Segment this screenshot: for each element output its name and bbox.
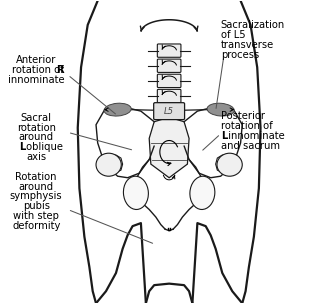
Text: rotation of: rotation of: [12, 65, 67, 75]
Text: R: R: [56, 65, 64, 75]
Text: L: L: [221, 131, 227, 141]
Text: with step: with step: [13, 211, 59, 221]
Text: Posterior: Posterior: [221, 111, 265, 121]
FancyBboxPatch shape: [157, 89, 181, 103]
Text: axis: axis: [26, 152, 46, 162]
FancyBboxPatch shape: [157, 59, 181, 72]
Polygon shape: [149, 117, 189, 178]
Text: L5: L5: [164, 107, 174, 116]
Text: process: process: [221, 50, 259, 60]
Text: deformity: deformity: [12, 221, 60, 231]
Text: symphysis: symphysis: [10, 192, 62, 202]
Text: pubis: pubis: [23, 201, 50, 211]
Ellipse shape: [104, 103, 131, 116]
FancyBboxPatch shape: [157, 44, 181, 57]
Ellipse shape: [190, 176, 215, 209]
Text: oblique: oblique: [23, 142, 63, 152]
Circle shape: [217, 153, 242, 176]
Text: rotation: rotation: [17, 123, 56, 133]
Ellipse shape: [123, 176, 149, 209]
Text: of L5: of L5: [221, 30, 245, 40]
Text: rotation of: rotation of: [221, 121, 272, 131]
Text: innominate: innominate: [8, 75, 65, 85]
Text: and sacrum: and sacrum: [221, 141, 280, 151]
Text: Sacralization: Sacralization: [221, 20, 285, 30]
Circle shape: [96, 153, 121, 176]
Ellipse shape: [207, 103, 234, 116]
Text: L: L: [19, 142, 26, 152]
FancyBboxPatch shape: [154, 103, 184, 119]
Text: around: around: [18, 133, 54, 143]
Text: Rotation: Rotation: [15, 172, 57, 182]
Text: innominate: innominate: [225, 131, 284, 141]
Text: transverse: transverse: [221, 40, 274, 50]
Text: Sacral: Sacral: [21, 113, 52, 123]
Text: around: around: [18, 181, 54, 192]
Text: Anterior: Anterior: [16, 55, 56, 65]
FancyBboxPatch shape: [157, 74, 181, 88]
